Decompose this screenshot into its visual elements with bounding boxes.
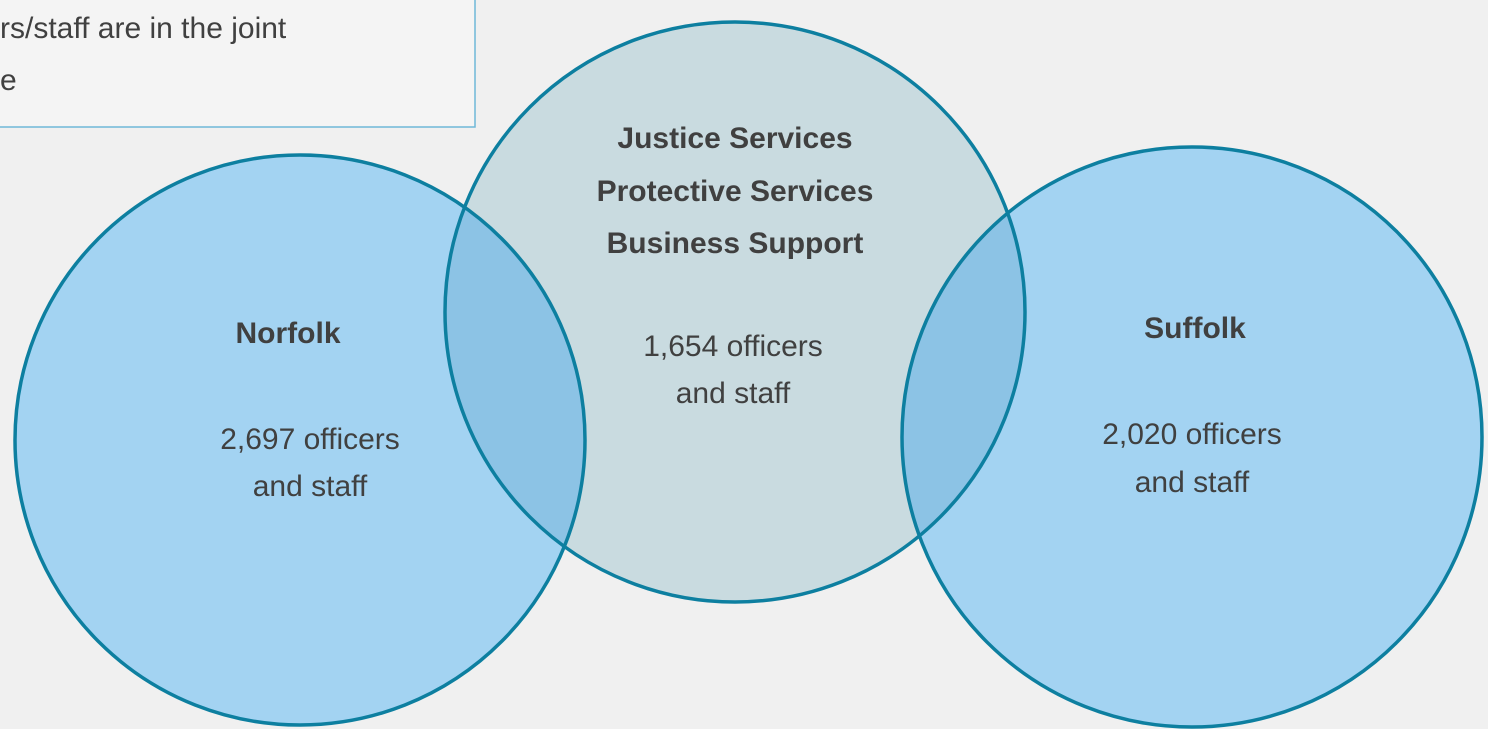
circle-title: Business Support: [607, 227, 864, 260]
circle-detail: 2,697 officers: [220, 423, 400, 456]
circle-title: Protective Services: [597, 175, 874, 208]
circle-title: Norfolk: [236, 317, 341, 350]
circle-detail: and staff: [253, 470, 368, 503]
circle-detail: and staff: [1135, 466, 1250, 499]
note-line: e: [0, 64, 17, 97]
suffolk-circle: [902, 147, 1482, 727]
circle-detail: and staff: [676, 377, 791, 410]
circle-title: Justice Services: [617, 122, 852, 155]
circle-detail: 1,654 officers: [643, 330, 823, 363]
circle-title: Suffolk: [1144, 312, 1246, 345]
note-line: rs/staff are in the joint: [0, 12, 287, 45]
note-box: [0, 0, 476, 128]
norfolk-circle: [15, 155, 585, 725]
joint-outline: [443, 20, 1027, 604]
circle-detail: 2,020 officers: [1102, 418, 1282, 451]
suffolk-outline: [900, 145, 1484, 729]
joint-circle: [445, 22, 1025, 602]
norfolk-outline: [13, 153, 587, 727]
